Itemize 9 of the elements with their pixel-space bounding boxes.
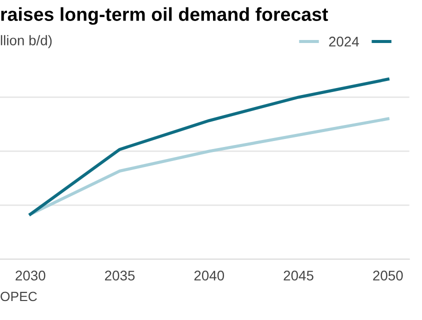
chart-title: raises long-term oil demand forecast [1, 7, 328, 25]
x-tick-label: 2045 [284, 270, 314, 281]
x-tick-label: 2035 [105, 270, 135, 281]
text: OPEC [0, 292, 37, 302]
x-tick-label: 2030 [16, 270, 46, 281]
x-tick-label: 2050 [373, 270, 403, 281]
legend-label: 2024 [329, 36, 359, 47]
x-tick-label: 2040 [194, 270, 224, 281]
chart-subtitle: llion b/d) [0, 35, 52, 48]
